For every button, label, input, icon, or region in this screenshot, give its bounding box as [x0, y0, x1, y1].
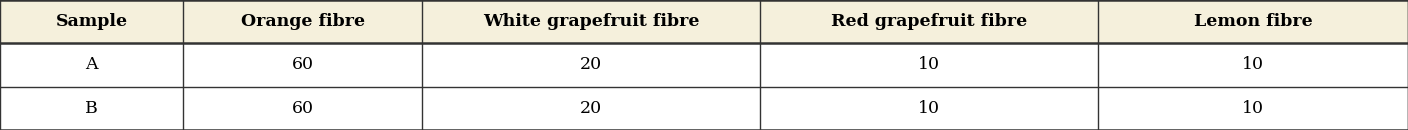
Text: 10: 10 [918, 100, 941, 117]
Bar [183, 87, 422, 130]
Bar [422, 0, 760, 43]
Bar [422, 43, 760, 87]
Text: White grapefruit fibre: White grapefruit fibre [483, 13, 700, 30]
Bar [0, 43, 183, 87]
Text: A: A [86, 57, 97, 73]
Bar [183, 43, 422, 87]
Bar [422, 87, 760, 130]
Text: Lemon fibre: Lemon fibre [1194, 13, 1312, 30]
Bar [183, 0, 422, 43]
Text: Orange fibre: Orange fibre [241, 13, 365, 30]
Bar [760, 87, 1098, 130]
Bar [0, 0, 183, 43]
Text: 20: 20 [580, 57, 603, 73]
Text: 10: 10 [1242, 100, 1264, 117]
Text: Red grapefruit fibre: Red grapefruit fibre [831, 13, 1028, 30]
Text: 60: 60 [291, 100, 314, 117]
Text: 60: 60 [291, 57, 314, 73]
Text: Sample: Sample [55, 13, 128, 30]
Bar [1098, 87, 1408, 130]
Text: 10: 10 [918, 57, 941, 73]
Bar [1098, 0, 1408, 43]
Bar [760, 0, 1098, 43]
Bar [760, 43, 1098, 87]
Text: 10: 10 [1242, 57, 1264, 73]
Bar [1098, 43, 1408, 87]
Text: 20: 20 [580, 100, 603, 117]
Bar [0, 87, 183, 130]
Text: B: B [84, 100, 99, 117]
